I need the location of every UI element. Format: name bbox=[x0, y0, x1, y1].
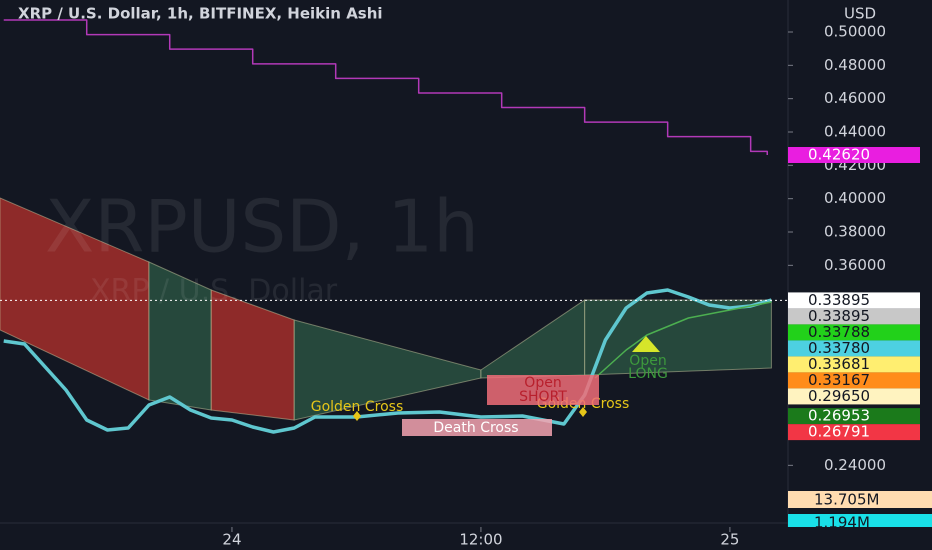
y-tick-label: 0.48000 bbox=[824, 56, 886, 74]
price-badge-label: 0.33788 bbox=[808, 323, 870, 341]
price-badge bbox=[788, 408, 920, 425]
price-badge-label: 0.26791 bbox=[808, 423, 870, 441]
cross-marker bbox=[579, 407, 587, 417]
price-badge-label: 0.29650 bbox=[808, 387, 870, 405]
volume-label: 13.705M bbox=[814, 491, 879, 509]
x-tick-label: 24 bbox=[222, 531, 241, 549]
volume-badge bbox=[788, 514, 932, 531]
plot-area bbox=[0, 19, 788, 434]
price-badge bbox=[788, 356, 920, 373]
watermark: XRPUSD, 1h bbox=[45, 185, 479, 269]
price-badge bbox=[788, 292, 920, 309]
volume-badge bbox=[788, 491, 932, 508]
annotation: Open bbox=[524, 375, 561, 391]
price-badge-label: 0.33895 bbox=[808, 307, 870, 325]
cloud-segment bbox=[584, 299, 772, 376]
annotation-box bbox=[487, 375, 599, 405]
annotation: LONG bbox=[628, 366, 668, 382]
annotation-box bbox=[402, 419, 552, 436]
cross-marker bbox=[353, 411, 361, 421]
price-badge-label: 0.26953 bbox=[808, 407, 870, 425]
y-tick-label: 0.36000 bbox=[824, 256, 886, 274]
y-tick-label: 0.38000 bbox=[824, 223, 886, 241]
price-badge-label: 0.33167 bbox=[808, 371, 870, 389]
long-marker bbox=[632, 336, 660, 352]
annotation: Golden Cross bbox=[311, 399, 404, 415]
price-badge-label: 0.33895 bbox=[808, 291, 870, 309]
price-badge bbox=[788, 424, 920, 441]
y-tick-label: 0.24000 bbox=[824, 456, 886, 474]
y-tick-label: 0.44000 bbox=[824, 123, 886, 141]
annotation: Death Cross bbox=[433, 420, 518, 436]
price-badge bbox=[788, 324, 920, 341]
series-line bbox=[3, 19, 769, 155]
annotation: Open bbox=[629, 353, 666, 369]
price-badge bbox=[788, 340, 920, 357]
chart-title: XRP / U.S. Dollar, 1h, BITFINEX, Heikin … bbox=[18, 5, 383, 23]
price-badge bbox=[788, 147, 920, 163]
x-axis-strip bbox=[788, 527, 932, 550]
y-tick-label: 0.46000 bbox=[824, 89, 886, 107]
price-badge bbox=[788, 372, 920, 389]
x-axis-strip bbox=[0, 527, 788, 550]
annotation: SHORT bbox=[519, 389, 567, 405]
series-line bbox=[3, 288, 772, 434]
x-tick-label: 25 bbox=[720, 531, 739, 549]
y-tick-label: 0.50000 bbox=[824, 23, 886, 41]
price-badge bbox=[788, 308, 920, 325]
series-line bbox=[594, 301, 772, 379]
axis-label: USD bbox=[844, 5, 876, 23]
x-tick-label: 12:00 bbox=[459, 531, 502, 549]
price-badge-label: 0.42620 bbox=[808, 146, 870, 164]
y-tick-label: 0.40000 bbox=[824, 189, 886, 207]
price-badge-label: 0.33780 bbox=[808, 339, 870, 357]
price-badge-label: 0.33681 bbox=[808, 355, 870, 373]
watermark-sub: XRP / U.S. Dollar bbox=[90, 274, 338, 309]
price-badge bbox=[788, 388, 920, 405]
